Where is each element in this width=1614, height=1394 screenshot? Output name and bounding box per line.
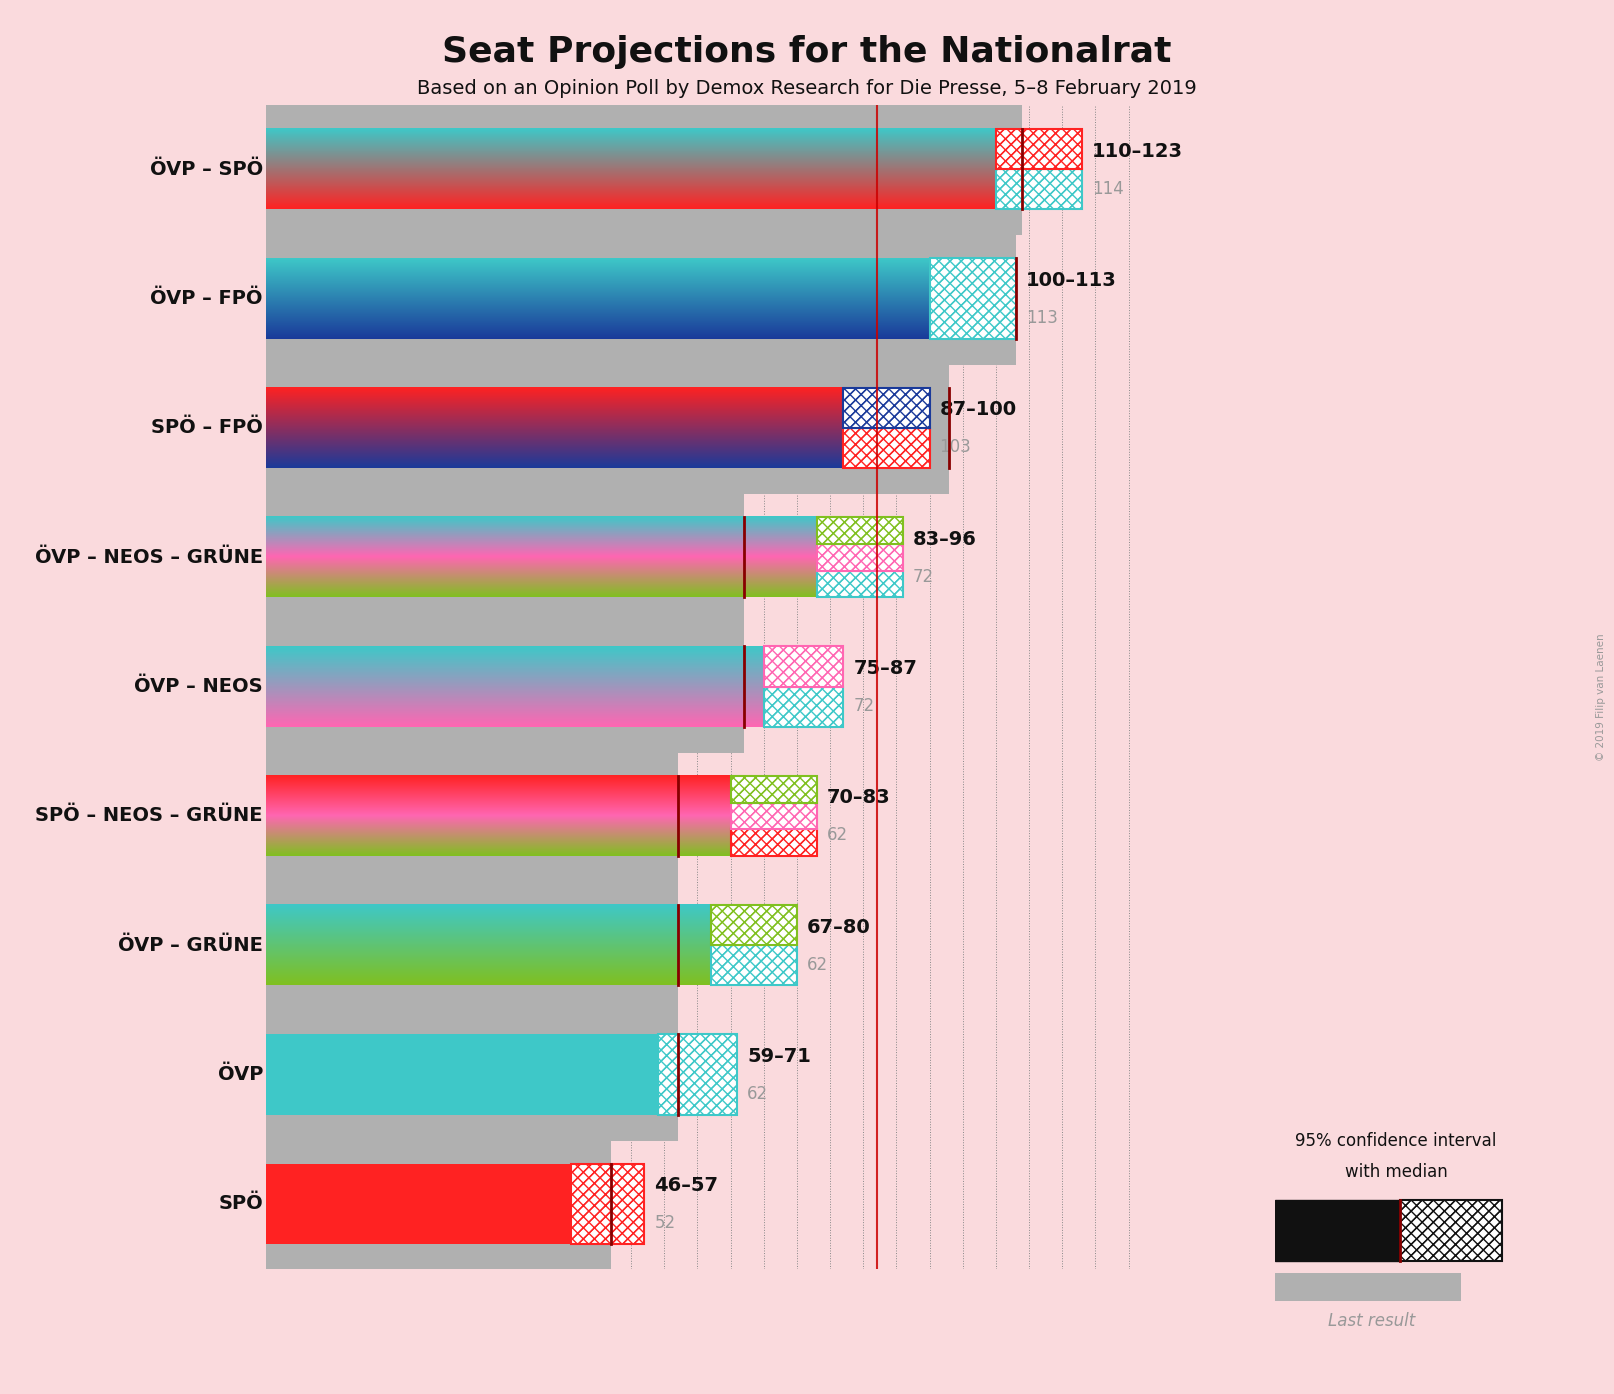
- Text: SPÖ – FPÖ: SPÖ – FPÖ: [152, 418, 263, 438]
- Text: 95% confidence interval: 95% confidence interval: [1296, 1132, 1496, 1150]
- Bar: [844, 388, 930, 428]
- Bar: [763, 687, 844, 726]
- Bar: [266, 750, 678, 882]
- Text: 100–113: 100–113: [1027, 270, 1117, 290]
- Bar: [731, 829, 817, 856]
- Bar: [266, 1138, 612, 1270]
- Text: Last result: Last result: [1328, 1312, 1415, 1330]
- Bar: [710, 945, 797, 986]
- Text: 113: 113: [1027, 309, 1057, 328]
- Text: 72: 72: [914, 567, 935, 585]
- Bar: [657, 1034, 738, 1115]
- Bar: [844, 388, 930, 428]
- Text: ÖVP – GRÜNE: ÖVP – GRÜNE: [118, 935, 263, 955]
- Bar: [817, 517, 904, 544]
- Bar: [1401, 1199, 1503, 1260]
- Bar: [996, 130, 1081, 169]
- Bar: [710, 905, 797, 945]
- Bar: [266, 491, 744, 623]
- Bar: [1275, 1199, 1401, 1260]
- Text: Seat Projections for the Nationalrat: Seat Projections for the Nationalrat: [442, 35, 1172, 68]
- Bar: [266, 233, 1015, 364]
- Text: 62: 62: [807, 956, 828, 973]
- Bar: [571, 1164, 644, 1243]
- Bar: [844, 428, 930, 468]
- Text: 103: 103: [939, 438, 972, 456]
- Bar: [1401, 1199, 1503, 1260]
- Text: ÖVP – FPÖ: ÖVP – FPÖ: [150, 289, 263, 308]
- Text: 114: 114: [1093, 180, 1123, 198]
- Text: Based on an Opinion Poll by Demox Research for Die Presse, 5–8 February 2019: Based on an Opinion Poll by Demox Resear…: [416, 79, 1198, 99]
- Bar: [710, 905, 797, 945]
- Bar: [763, 647, 844, 687]
- Text: ÖVP – NEOS: ÖVP – NEOS: [134, 677, 263, 696]
- Bar: [266, 362, 949, 493]
- Bar: [266, 1164, 571, 1243]
- Bar: [731, 776, 817, 803]
- Bar: [266, 1034, 657, 1115]
- Text: SPÖ: SPÖ: [218, 1195, 263, 1213]
- Bar: [763, 647, 844, 687]
- Text: 72: 72: [854, 697, 875, 715]
- Text: SPÖ – NEOS – GRÜNE: SPÖ – NEOS – GRÜNE: [36, 806, 263, 825]
- Text: 62: 62: [826, 827, 847, 845]
- Text: ÖVP: ÖVP: [218, 1065, 263, 1085]
- Bar: [731, 803, 817, 829]
- Bar: [817, 570, 904, 597]
- Bar: [996, 130, 1081, 169]
- Text: 52: 52: [654, 1214, 675, 1232]
- Bar: [844, 428, 930, 468]
- Bar: [266, 1009, 678, 1140]
- Text: 67–80: 67–80: [807, 917, 870, 937]
- Bar: [731, 776, 817, 803]
- Text: 87–100: 87–100: [939, 400, 1017, 420]
- Bar: [731, 829, 817, 856]
- Bar: [266, 620, 744, 753]
- Text: 75–87: 75–87: [854, 659, 917, 677]
- Bar: [817, 570, 904, 597]
- Text: 62: 62: [747, 1085, 768, 1103]
- Bar: [930, 258, 1015, 339]
- Text: 83–96: 83–96: [914, 530, 976, 549]
- Text: 46–57: 46–57: [654, 1177, 718, 1195]
- Text: with median: with median: [1344, 1163, 1448, 1181]
- Bar: [571, 1164, 644, 1243]
- Text: 70–83: 70–83: [826, 788, 891, 807]
- Text: ÖVP – SPÖ: ÖVP – SPÖ: [150, 160, 263, 178]
- Bar: [996, 169, 1081, 209]
- Text: 59–71: 59–71: [747, 1047, 812, 1066]
- Bar: [930, 258, 1015, 339]
- Text: © 2019 Filip van Laenen: © 2019 Filip van Laenen: [1596, 633, 1606, 761]
- Bar: [763, 687, 844, 726]
- Bar: [731, 803, 817, 829]
- Bar: [996, 169, 1081, 209]
- Text: 110–123: 110–123: [1093, 142, 1183, 160]
- Bar: [817, 517, 904, 544]
- Bar: [657, 1034, 738, 1115]
- Text: ÖVP – NEOS – GRÜNE: ÖVP – NEOS – GRÜNE: [36, 548, 263, 567]
- Bar: [266, 103, 1022, 236]
- Bar: [817, 544, 904, 570]
- Bar: [817, 544, 904, 570]
- Bar: [266, 880, 678, 1011]
- Bar: [710, 945, 797, 986]
